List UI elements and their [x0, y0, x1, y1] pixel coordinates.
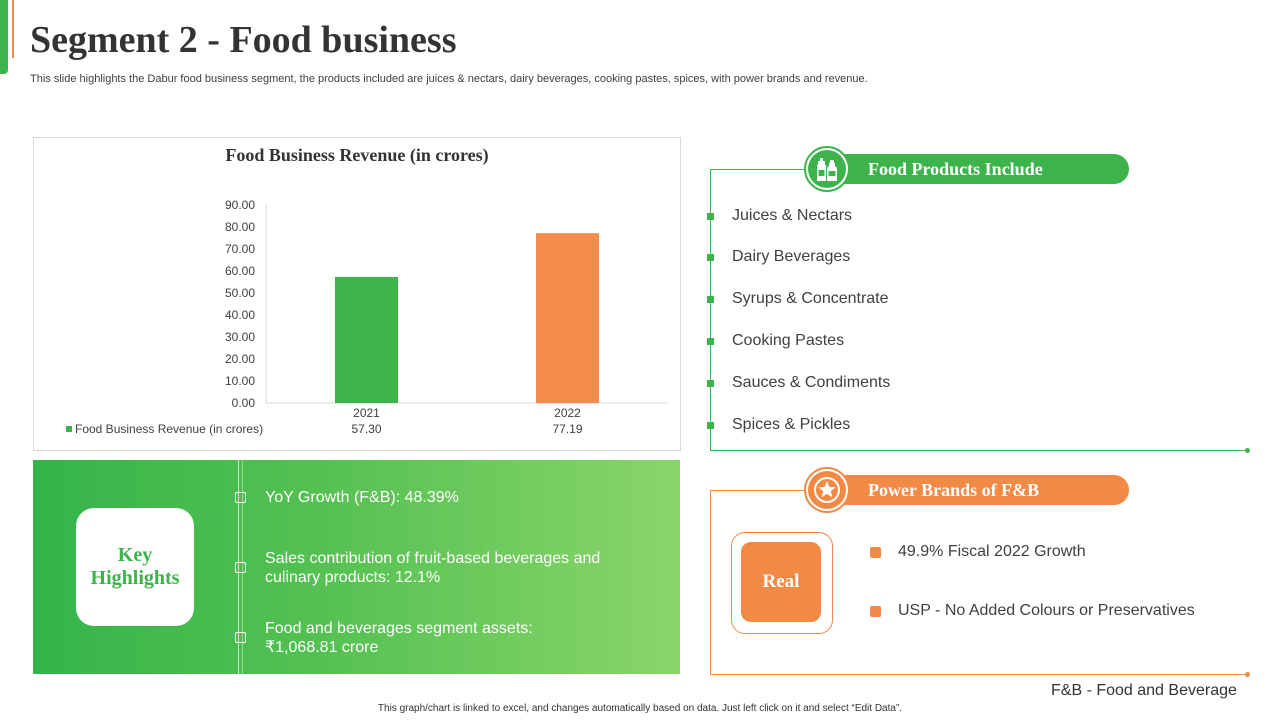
brands-heading-text: Power Brands of F&B — [868, 479, 1040, 500]
brand-item-1: 49.9% Fiscal 2022 Growth — [898, 543, 1086, 560]
products-icon-circle — [804, 146, 850, 192]
y-tick-label-6: 60.00 — [225, 264, 255, 278]
key-highlights-label-line1: Key — [117, 544, 153, 566]
bottles-icon — [808, 150, 846, 188]
key-highlights-label: Key Highlights — [76, 508, 194, 626]
legend-swatch — [66, 426, 72, 432]
product-bullet-6 — [707, 422, 714, 429]
brands-icon-circle — [804, 467, 850, 513]
y-tick-label-1: 10.00 — [225, 374, 255, 388]
brands-heading: Power Brands of F&B — [820, 475, 1129, 505]
page-title: Segment 2 - Food business — [30, 19, 457, 61]
revenue-chart[interactable]: Food Business Revenue (in crores) 0.00 10… — [34, 138, 680, 450]
products-frame-end-dot — [1245, 448, 1250, 453]
legend-label: Food Business Revenue (in crores) — [75, 422, 263, 436]
revenue-chart-panel[interactable]: Food Business Revenue (in crores) 0.00 10… — [33, 137, 681, 451]
product-bullet-1 — [707, 213, 714, 220]
chart-footnote: This graph/chart is linked to excel, and… — [377, 703, 903, 714]
brand-name: Real — [762, 571, 800, 592]
highlight-item-3-line2: ₹1,068.81 crore — [265, 639, 379, 656]
y-tick-label-5: 50.00 — [225, 286, 255, 300]
brand-bullet-2 — [870, 606, 881, 617]
title-accent-line — [12, 0, 14, 58]
highlight-bullet-2 — [235, 562, 246, 573]
product-item-4: Cooking Pastes — [732, 332, 845, 349]
product-bullet-5 — [707, 380, 714, 387]
brands-frame-end-dot — [1245, 672, 1250, 677]
title-accent-bar — [0, 0, 8, 74]
products-heading: Food Products Include — [820, 154, 1129, 184]
key-highlights-label-line2: Highlights — [90, 567, 180, 589]
brands-frame-top — [710, 490, 806, 491]
product-item-3: Syrups & Concentrate — [732, 290, 889, 307]
product-item-5: Sauces & Condiments — [732, 374, 891, 391]
highlight-item-3: Food and beverages segment assets: ₹1,06… — [265, 619, 533, 657]
bar-2022[interactable] — [536, 233, 599, 403]
product-bullet-2 — [707, 254, 714, 261]
brand-logo: Real — [741, 542, 821, 622]
brands-frame-bottom — [710, 674, 1248, 675]
y-tick-label-8: 80.00 — [225, 220, 255, 234]
highlight-item-2-line1: Sales contribution of fruit-based bevera… — [265, 550, 601, 567]
y-tick-label-9: 90.00 — [225, 198, 255, 212]
highlights-timeline-rail — [238, 460, 239, 674]
x-tick-label-2021: 2021 — [353, 406, 380, 420]
highlight-bullet-3 — [235, 632, 246, 643]
highlight-bullet-1 — [235, 492, 246, 503]
products-frame-bottom — [710, 450, 1248, 451]
data-table-values: 57.30 77.19 — [351, 422, 582, 436]
chart-title: Food Business Revenue (in crores) — [225, 145, 488, 166]
brand-bullet-1 — [870, 547, 881, 558]
highlights-timeline-rail-inner — [242, 460, 243, 674]
x-tick-labels: 2021 2022 — [353, 406, 581, 420]
page-subtitle: This slide highlights the Dabur food bus… — [30, 73, 868, 85]
product-bullet-3 — [707, 296, 714, 303]
highlight-item-3-line1: Food and beverages segment assets: — [265, 620, 533, 637]
bar-series[interactable] — [335, 233, 599, 403]
highlight-item-1-line1: YoY Growth (F&B): 48.39% — [265, 489, 459, 506]
brands-frame-left — [710, 490, 711, 675]
data-table-value-2022: 77.19 — [552, 422, 582, 436]
star-icon — [808, 471, 846, 509]
highlight-item-2: Sales contribution of fruit-based bevera… — [265, 549, 600, 587]
product-bullet-4 — [707, 338, 714, 345]
product-item-1: Juices & Nectars — [732, 207, 853, 224]
highlight-item-2-line2: culinary products: 12.1% — [265, 569, 441, 586]
y-tick-label-0: 0.00 — [232, 396, 256, 410]
y-tick-label-7: 70.00 — [225, 242, 255, 256]
products-frame-left — [710, 169, 711, 451]
fb-abbreviation-label: F&B - Food and Beverage — [1051, 682, 1237, 699]
y-tick-label-3: 30.00 — [225, 330, 255, 344]
products-heading-text: Food Products Include — [868, 158, 1043, 179]
y-tick-labels: 0.00 10.00 20.00 30.00 40.00 50.00 60.00 70.00 8… — [225, 198, 255, 410]
product-item-2: Dairy Beverages — [732, 248, 851, 265]
y-tick-label-2: 20.00 — [225, 352, 255, 366]
y-tick-label-4: 40.00 — [225, 308, 255, 322]
products-frame-top — [710, 169, 806, 170]
data-table-value-2021: 57.30 — [351, 422, 381, 436]
bar-2021[interactable] — [335, 276, 398, 403]
product-item-6: Spices & Pickles — [732, 416, 851, 433]
highlight-item-1: YoY Growth (F&B): 48.39% — [265, 488, 459, 507]
brand-item-2: USP - No Added Colours or Preservatives — [898, 602, 1195, 619]
x-tick-label-2022: 2022 — [554, 406, 581, 420]
